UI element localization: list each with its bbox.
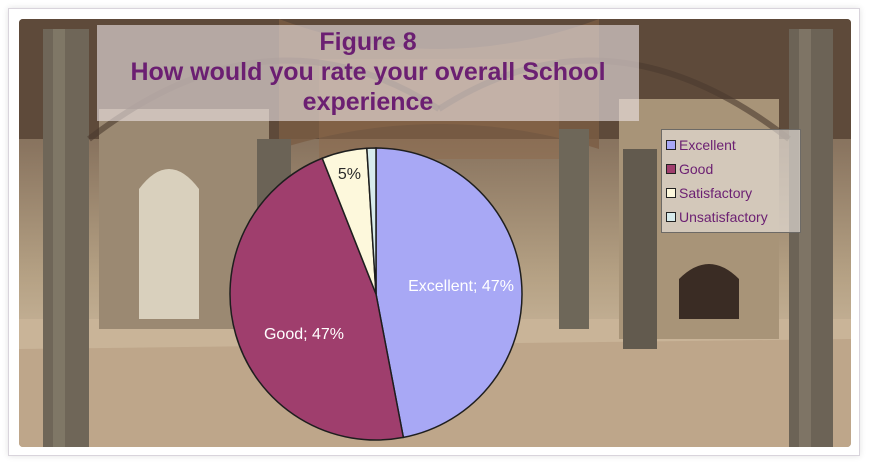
legend-item-excellent: Excellent xyxy=(662,133,800,157)
legend-label-unsatisfactory: Unsatisfactory xyxy=(679,209,768,225)
chart-legend: Excellent Good Satisfactory Unsatisfacto… xyxy=(661,129,801,233)
legend-item-good: Good xyxy=(662,157,800,181)
legend-swatch-good xyxy=(666,164,676,174)
chart-title-line-2: How would you rate your overall School xyxy=(130,58,606,86)
chart-title: Figure 8 How would you rate your overall… xyxy=(97,25,639,121)
legend-label-satisfactory: Satisfactory xyxy=(679,185,753,201)
pie-label-satisfactory: 5% xyxy=(338,166,361,183)
chart-title-line-3: experience xyxy=(302,88,434,116)
legend-swatch-satisfactory xyxy=(666,188,676,198)
legend-swatch-unsatisfactory xyxy=(666,212,676,222)
pie-label-good: Good; 47% xyxy=(264,326,344,343)
pie-slice-excellent xyxy=(375,147,523,439)
legend-item-unsatisfactory: Unsatisfactory xyxy=(662,205,800,229)
legend-swatch-excellent xyxy=(666,140,676,150)
legend-label-good: Good xyxy=(679,161,714,177)
figure-frame: Figure 8 How would you rate your overall… xyxy=(8,8,860,456)
legend-label-excellent: Excellent xyxy=(679,137,736,153)
legend-item-satisfactory: Satisfactory xyxy=(662,181,800,205)
pie-chart: Excellent; 47% Good; 47% 5% xyxy=(229,147,523,441)
pie-labels: Excellent; 47% Good; 47% 5% xyxy=(264,166,514,343)
pie-slice-unsatisfactory xyxy=(366,147,377,295)
pie-slice-good xyxy=(229,157,405,441)
pie-label-excellent: Excellent; 47% xyxy=(408,278,514,295)
chart-title-line-1: Figure 8 xyxy=(319,28,417,56)
pie-slices xyxy=(229,147,523,441)
